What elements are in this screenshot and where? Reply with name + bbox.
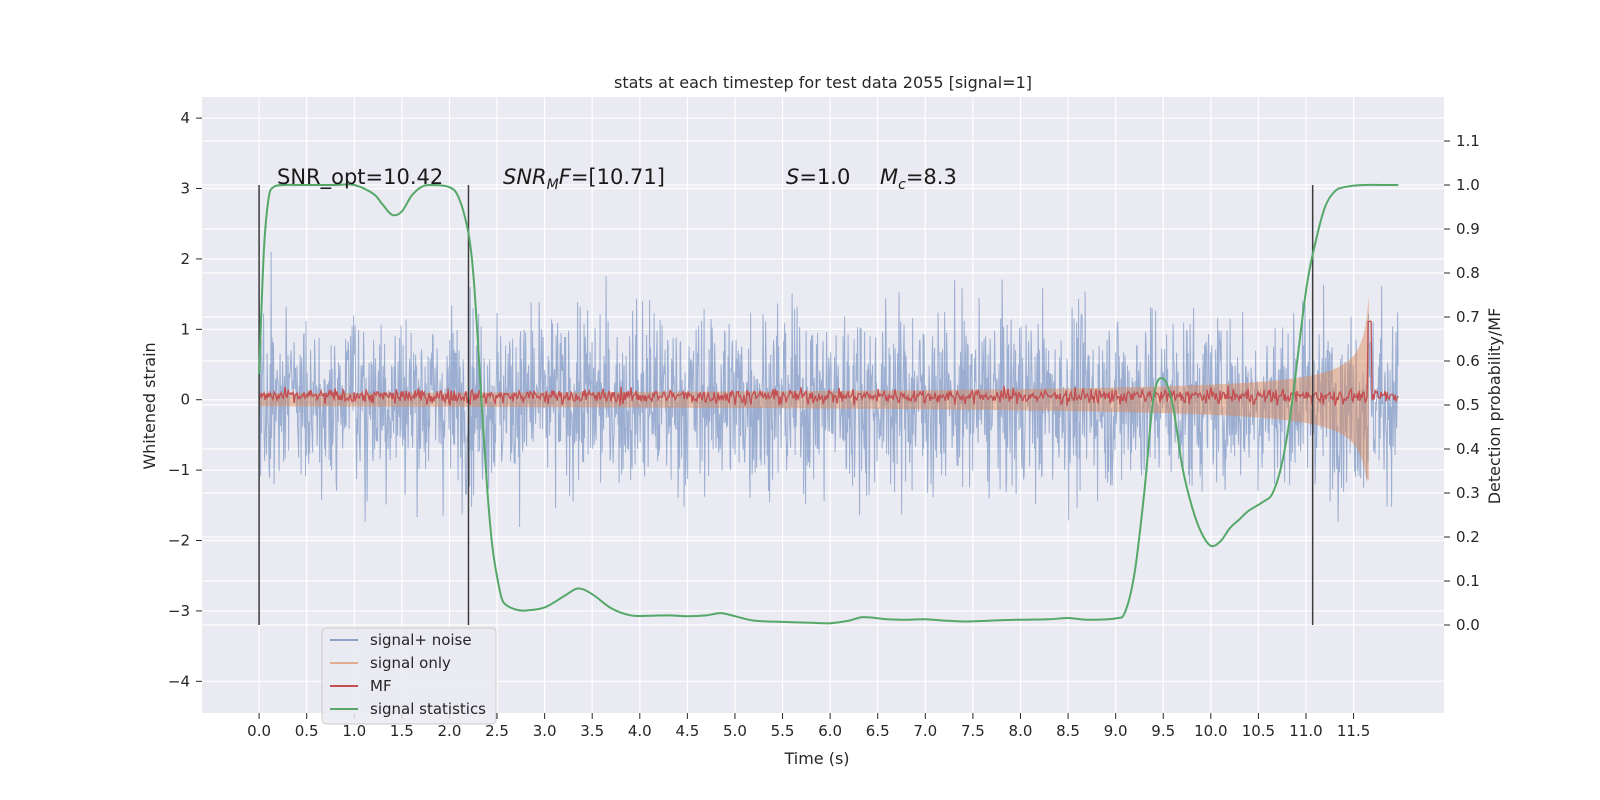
y2-tick-label: 0.3 <box>1456 484 1480 502</box>
signal-noise-series <box>258 251 1399 527</box>
x-axis-label: Time (s) <box>783 749 849 768</box>
x-tick-label: 5.5 <box>771 722 795 740</box>
y2-tick-label: 0.0 <box>1456 616 1480 634</box>
y2-tick-label: 0.5 <box>1456 396 1480 414</box>
x-tick-label: 0.0 <box>247 722 271 740</box>
annotation-mc: Mc=8.3 <box>880 165 957 193</box>
x-tick-label: 7.0 <box>913 722 937 740</box>
legend: signal+ noise signal only MF signal stat… <box>321 627 497 725</box>
x-tick-label: 11.5 <box>1337 722 1370 740</box>
x-tick-label: 3.5 <box>580 722 604 740</box>
y2-tick-label: 0.2 <box>1456 528 1480 546</box>
y-tick-label: −3 <box>168 602 190 620</box>
x-tick-label: 0.5 <box>295 722 319 740</box>
x-tick-label: 8.5 <box>1056 722 1080 740</box>
x-tick-label: 9.5 <box>1151 722 1175 740</box>
signal-only-series <box>259 295 1369 481</box>
y-tick-label: 3 <box>180 180 190 198</box>
x-axis-ticks: 0.0 0.5 1.0 1.5 2.0 2.5 3.0 3.5 4.0 4.5 5.0 5.5 6.0 6… <box>247 713 1370 740</box>
x-tick-label: 1.0 <box>342 722 366 740</box>
x-tick-label: 4.0 <box>628 722 652 740</box>
y2-tick-label: 1.0 <box>1456 176 1480 194</box>
y2-tick-label: 0.1 <box>1456 572 1480 590</box>
mf-series <box>258 320 1399 407</box>
signal-statistics-line <box>258 183 1399 625</box>
y2-tick-label: 0.9 <box>1456 220 1480 238</box>
y-axis-label: Whitened strain <box>140 342 159 469</box>
annotation-s: S=1.0 <box>786 165 850 189</box>
y-tick-label: −2 <box>168 532 190 550</box>
y-axis-ticks: 4 3 2 1 0 −1 −2 −3 −4 <box>168 109 202 690</box>
legend-label-mf: MF <box>370 677 392 695</box>
x-tick-label: 6.5 <box>866 722 890 740</box>
x-tick-label: 3.0 <box>533 722 557 740</box>
x-tick-label: 6.0 <box>818 722 842 740</box>
y2-tick-label: 1.1 <box>1456 132 1480 150</box>
x-tick-label: 4.5 <box>675 722 699 740</box>
y-tick-label: 1 <box>180 320 190 338</box>
x-tick-label: 2.5 <box>485 722 509 740</box>
y2-axis-ticks: 1.1 1.0 0.9 0.8 0.7 0.6 0.5 0.4 0.3 0.2 0.1 0.0 <box>1444 132 1480 634</box>
x-tick-label: 11.0 <box>1289 722 1322 740</box>
x-tick-label: 1.5 <box>390 722 414 740</box>
x-tick-label: 7.5 <box>961 722 985 740</box>
legend-label-signal-noise: signal+ noise <box>370 631 472 649</box>
x-tick-label: 10.5 <box>1242 722 1275 740</box>
legend-label-signal-statistics: signal statistics <box>370 700 486 718</box>
annotation-snr-opt: SNR_opt=10.42 <box>277 165 443 190</box>
y2-tick-label: 0.7 <box>1456 308 1480 326</box>
annotation-snr-mf: SNRMF=[10.71] <box>503 165 665 193</box>
y2-tick-label: 0.6 <box>1456 352 1480 370</box>
x-tick-label: 9.0 <box>1104 722 1128 740</box>
x-tick-label: 8.0 <box>1009 722 1033 740</box>
x-tick-label: 2.0 <box>438 722 462 740</box>
signal-statistics-series <box>258 183 1399 625</box>
y-tick-label: 2 <box>180 250 190 268</box>
y-tick-label: 4 <box>180 109 190 127</box>
x-tick-label: 5.0 <box>723 722 747 740</box>
grid <box>202 97 1444 713</box>
signal-noise-line <box>258 251 1399 527</box>
y2-axis-label: Detection probability/MF <box>1485 308 1504 505</box>
y-tick-label: −1 <box>168 461 190 479</box>
signal-only-envelope <box>259 295 1369 481</box>
mf-line <box>258 320 1399 407</box>
y2-tick-label: 0.4 <box>1456 440 1480 458</box>
legend-label-signal-only: signal only <box>370 654 451 672</box>
y2-tick-label: 0.8 <box>1456 264 1480 282</box>
chart-title: stats at each timestep for test data 205… <box>614 73 1032 92</box>
y-tick-label: 0 <box>180 391 190 409</box>
y-tick-label: −4 <box>168 672 190 690</box>
x-tick-label: 10.0 <box>1194 722 1227 740</box>
legend-frame <box>321 627 497 725</box>
